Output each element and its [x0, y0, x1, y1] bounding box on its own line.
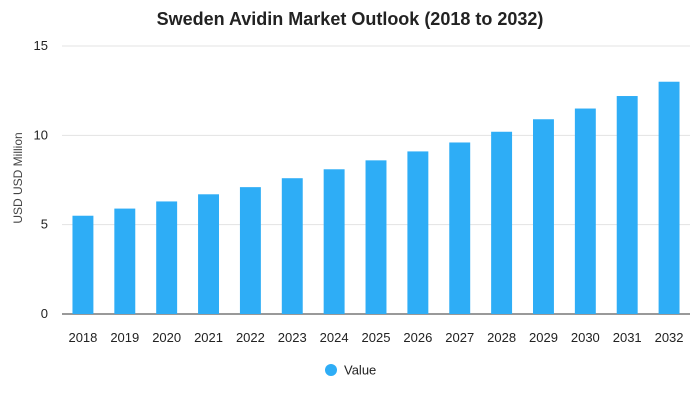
chart-title: Sweden Avidin Market Outlook (2018 to 20… — [157, 9, 544, 29]
x-tick-label: 2030 — [571, 330, 600, 345]
x-tick-label: 2023 — [278, 330, 307, 345]
bar-2023[interactable] — [281, 178, 303, 314]
bar-2022[interactable] — [239, 187, 261, 314]
bar-2026[interactable] — [407, 151, 429, 314]
bar-2027[interactable] — [449, 142, 471, 314]
x-tick-label: 2031 — [613, 330, 642, 345]
x-tick-label: 2029 — [529, 330, 558, 345]
bar-2019[interactable] — [114, 208, 136, 314]
legend-label: Value — [344, 363, 376, 378]
y-tick-label: 5 — [41, 217, 48, 232]
y-tick-label: 15 — [34, 38, 48, 53]
x-tick-label: 2018 — [68, 330, 97, 345]
y-tick-label: 10 — [34, 127, 48, 142]
y-axis-label: USD USD Million — [11, 132, 25, 223]
legend-marker — [325, 364, 337, 376]
bar-2020[interactable] — [156, 201, 178, 314]
x-tick-label: 2020 — [152, 330, 181, 345]
bar-2031[interactable] — [616, 96, 638, 314]
bar-2032[interactable] — [658, 81, 680, 314]
y-tick-label: 0 — [41, 306, 48, 321]
x-tick-labels: 2018 2019 2020 2021 2022 2023 2024 2025 2026 2027… — [68, 330, 683, 345]
bar-2030[interactable] — [574, 108, 596, 315]
bar-2028[interactable] — [491, 131, 513, 314]
y-tick-labels: 0 5 10 15 — [34, 38, 48, 321]
bar-2021[interactable] — [198, 194, 219, 314]
x-tick-label: 2022 — [236, 330, 265, 345]
x-tick-label: 2032 — [655, 330, 684, 345]
x-tick-label: 2026 — [403, 330, 432, 345]
bar-2029[interactable] — [533, 119, 554, 315]
x-tick-label: 2021 — [194, 330, 223, 345]
bars — [72, 81, 680, 315]
bar-2018[interactable] — [72, 215, 94, 314]
x-tick-label: 2025 — [362, 330, 391, 345]
legend[interactable]: Value — [325, 363, 376, 378]
x-tick-label: 2019 — [110, 330, 139, 345]
x-tick-label: 2028 — [487, 330, 516, 345]
bar-2025[interactable] — [365, 160, 387, 314]
bar-2024[interactable] — [323, 169, 345, 314]
x-tick-label: 2027 — [445, 330, 474, 345]
x-tick-label: 2024 — [320, 330, 349, 345]
